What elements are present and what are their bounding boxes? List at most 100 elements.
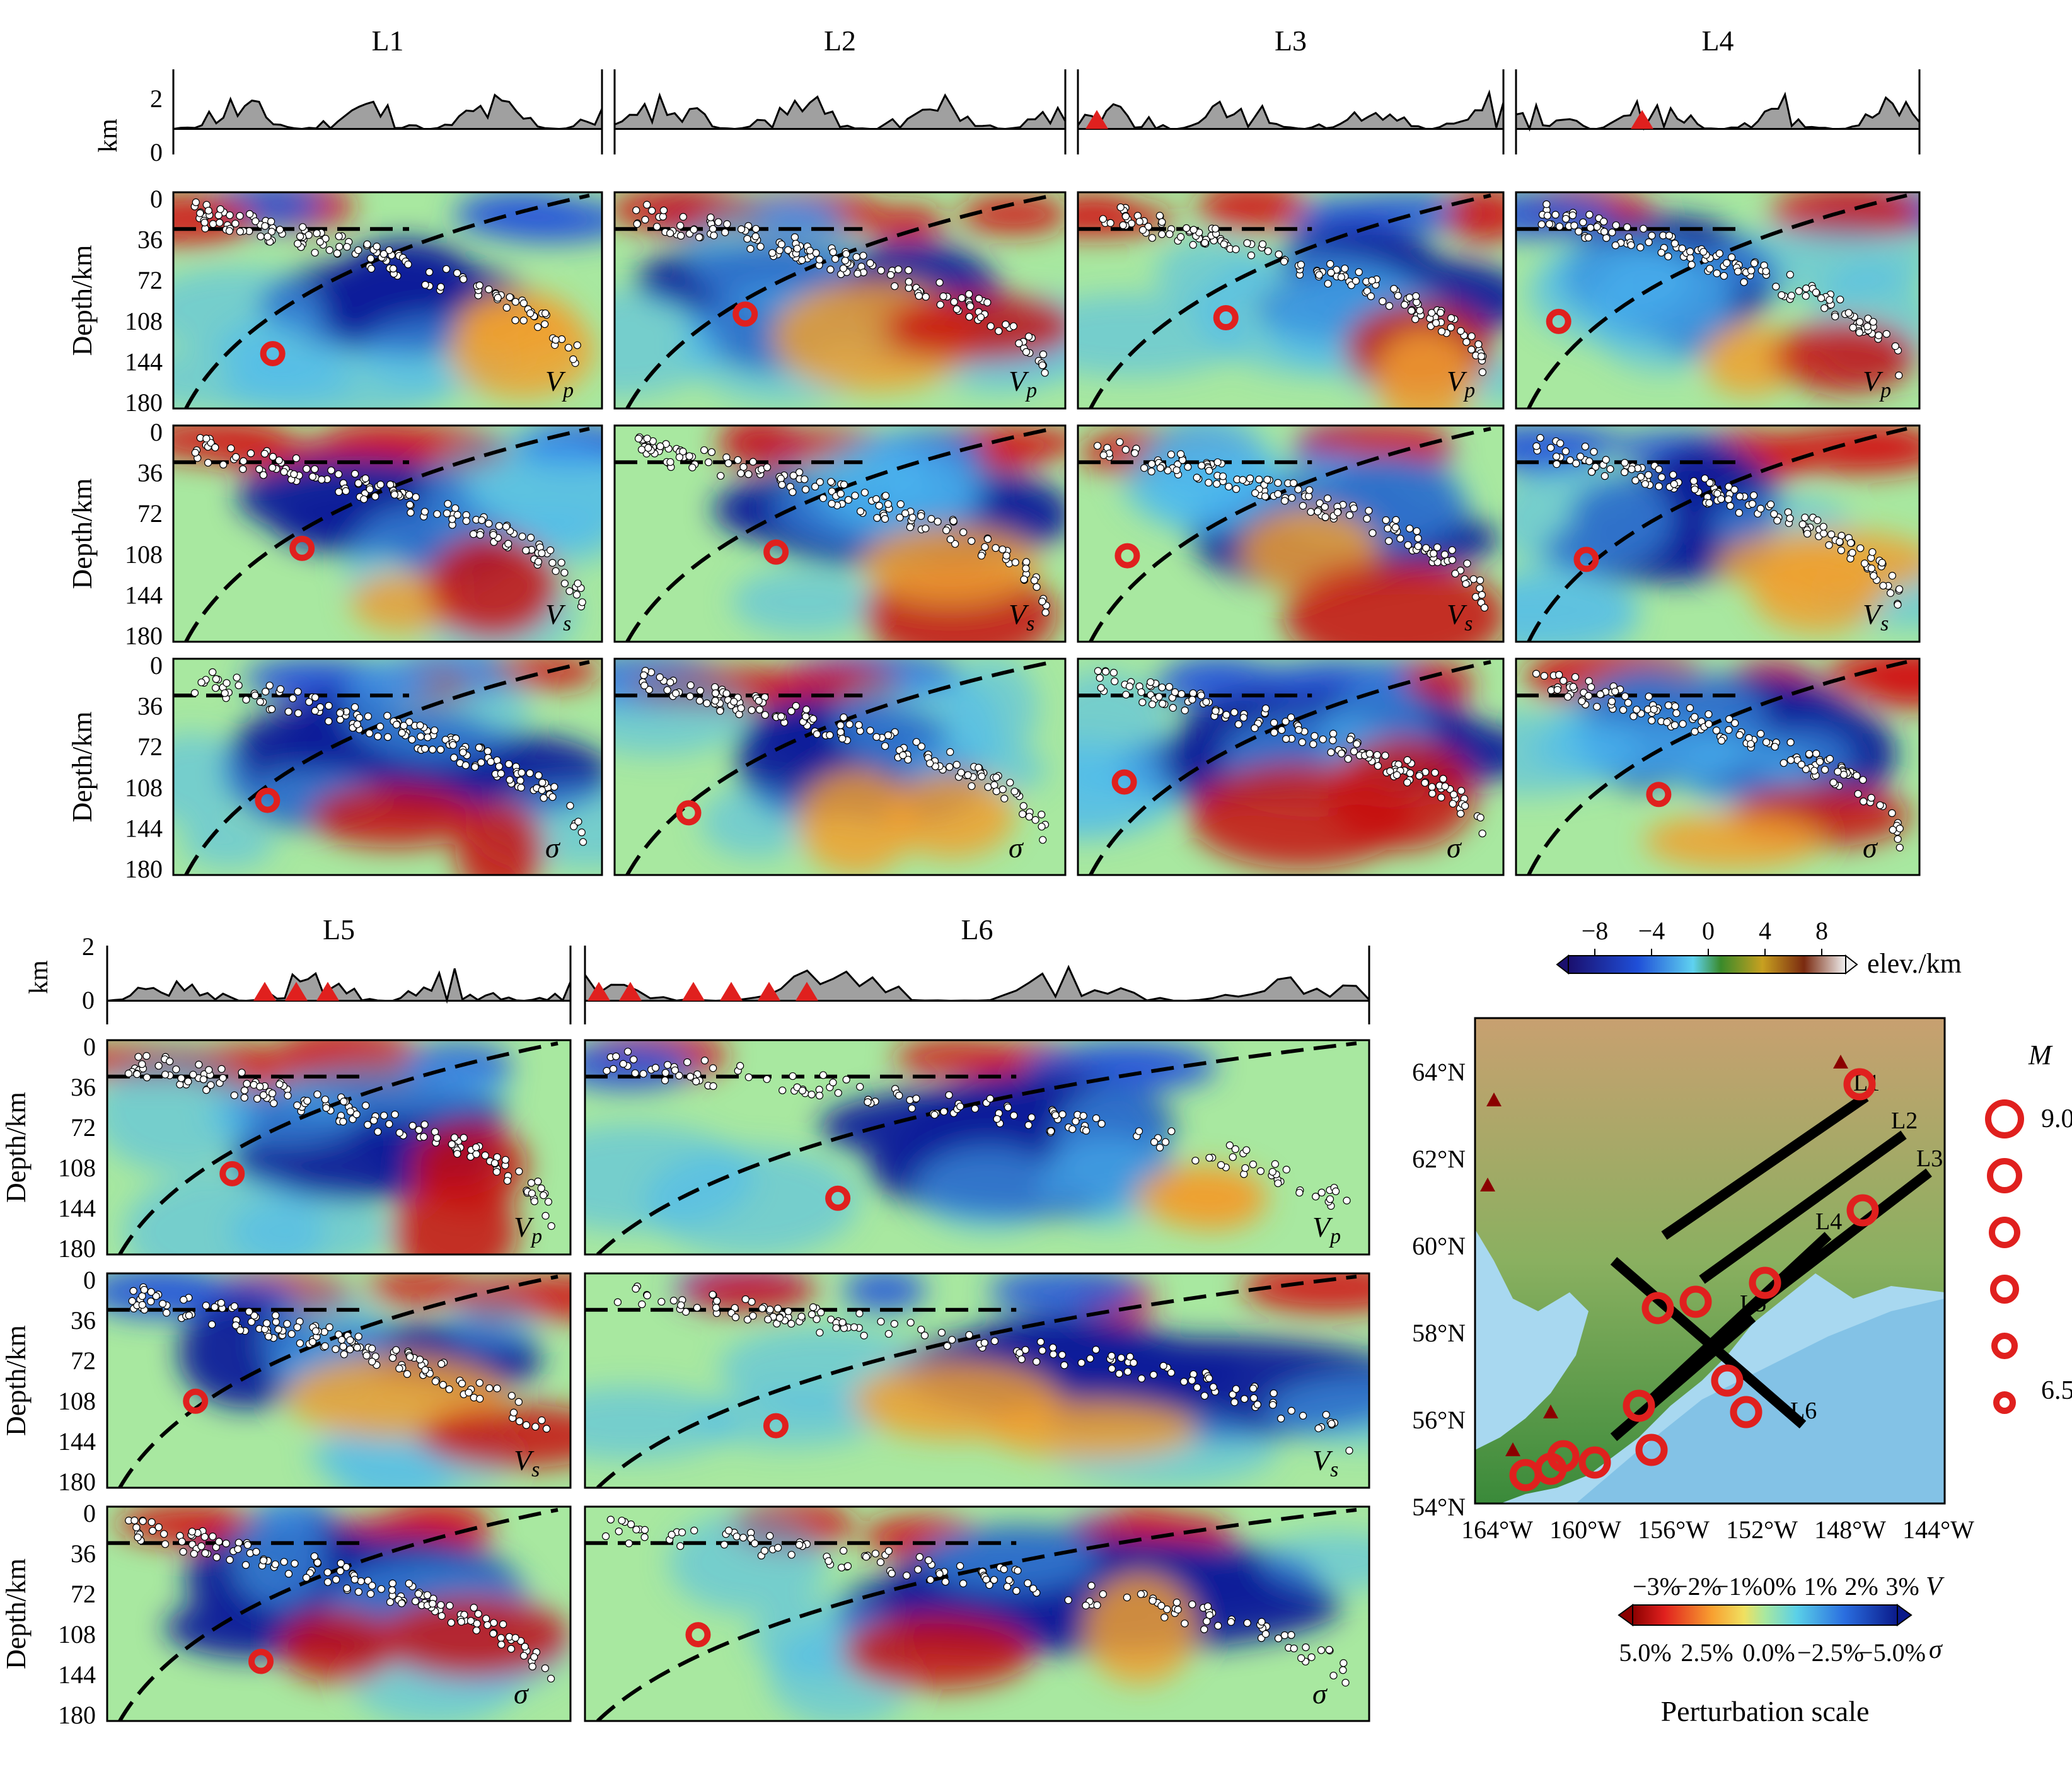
earthquake-point	[179, 1548, 187, 1556]
earthquake-point	[1024, 1121, 1033, 1129]
earthquake-point	[469, 530, 478, 538]
earthquake-point	[354, 246, 362, 254]
large-earthquake-marker	[260, 340, 286, 366]
earthquake-point	[246, 449, 255, 458]
panel-frame	[172, 191, 603, 410]
earthquake-point	[241, 1561, 250, 1569]
earthquake-point	[1181, 1619, 1189, 1628]
earthquake-point	[1691, 727, 1699, 736]
earthquake-point	[946, 748, 954, 756]
earthquake-point	[856, 507, 865, 516]
earthquake-point	[1600, 217, 1608, 226]
seismicity-points	[125, 1516, 555, 1683]
earthquake-point	[221, 689, 229, 697]
earthquake-point	[1188, 695, 1196, 704]
depth-axis-label: Depth/km	[1, 1092, 32, 1203]
earthquake-point	[837, 1563, 846, 1572]
seismicity-points	[1099, 203, 1487, 376]
earthquake-point	[1712, 726, 1721, 734]
earthquake-point	[756, 243, 765, 251]
earthquake-point	[416, 721, 424, 729]
earthquake-point	[924, 1556, 933, 1565]
earthquake-point	[403, 1370, 412, 1378]
earthquake-point	[547, 546, 555, 554]
earthquake-point	[1163, 1605, 1171, 1614]
earthquake-point	[1020, 575, 1028, 584]
earthquake-point	[420, 1120, 429, 1128]
earthquake-point	[231, 219, 240, 228]
earthquake-point	[272, 1311, 280, 1319]
perturbation-sigma-tick: −5.0%	[1859, 1638, 1926, 1667]
earthquake-point	[1002, 320, 1010, 328]
earthquake-point	[990, 781, 998, 789]
earthquake-point	[1431, 768, 1439, 777]
earthquake-point	[920, 1331, 929, 1340]
earthquake-point	[445, 1385, 453, 1393]
earthquake-point	[489, 1630, 497, 1638]
earthquake-point	[420, 1133, 428, 1141]
earthquake-point	[296, 1339, 304, 1347]
earthquake-point	[1428, 309, 1436, 317]
earthquake-point	[1836, 538, 1844, 546]
earthquake-point	[1621, 692, 1629, 700]
earthquake-point	[1780, 759, 1788, 767]
earthquake-point	[333, 249, 341, 257]
earthquake-point	[1839, 770, 1848, 779]
earthquake-point	[1278, 726, 1286, 734]
earthquake-point	[246, 210, 254, 218]
earthquake-point	[1374, 762, 1382, 770]
depth-tick: 180	[58, 1234, 96, 1263]
earthquake-point	[494, 294, 502, 302]
earthquake-point	[365, 729, 374, 738]
earthquake-point	[1138, 226, 1147, 234]
earthquake-point	[1031, 816, 1039, 824]
earthquake-point	[1325, 1645, 1333, 1654]
earthquake-point	[1058, 1110, 1067, 1118]
map-earthquake-marker	[1843, 1068, 1876, 1101]
earthquake-point	[703, 699, 711, 707]
earthquake-point	[1772, 282, 1780, 291]
earthquake-point	[1025, 813, 1033, 821]
earthquake-point	[256, 698, 264, 706]
earthquake-point	[138, 1060, 146, 1069]
earthquake-point	[411, 1597, 420, 1606]
earthquake-point	[514, 1398, 523, 1406]
magnitude-legend-circle	[1991, 1333, 2018, 1359]
earthquake-point	[1450, 791, 1458, 799]
earthquake-point	[299, 223, 307, 231]
large-earthquake-marker	[255, 787, 281, 813]
map-latitude-tick: 62°N	[1412, 1145, 1466, 1173]
earthquake-point	[570, 822, 578, 831]
earthquake-point	[1641, 480, 1649, 488]
earthquake-point	[677, 1301, 685, 1309]
earthquake-point	[263, 1319, 271, 1328]
earthquake-point	[645, 685, 653, 694]
earthquake-point	[637, 446, 646, 454]
earthquake-point	[448, 515, 456, 523]
earthquake-point	[1404, 541, 1412, 549]
velocity-anomalies	[585, 1273, 1369, 1486]
earthquake-point	[535, 771, 543, 780]
elevation-fill	[584, 965, 1370, 1002]
earthquake-point	[677, 231, 685, 240]
seismicity-points	[190, 198, 581, 368]
earthquake-point	[1148, 234, 1156, 242]
earthquake-point	[1831, 312, 1839, 321]
earthquake-point	[236, 228, 244, 236]
earthquake-point	[1725, 726, 1733, 734]
map-longitude-tick: 156°W	[1638, 1515, 1710, 1544]
earthquake-point	[294, 688, 302, 696]
earthquake-point	[1670, 480, 1678, 489]
earthquake-point	[836, 490, 845, 498]
earthquake-point	[457, 1618, 465, 1626]
earthquake-point	[1757, 729, 1765, 738]
earthquake-point	[1246, 474, 1254, 483]
earthquake-point	[231, 1321, 240, 1330]
earthquake-point	[709, 1082, 717, 1090]
earthquake-point	[211, 443, 219, 451]
earthquake-point	[619, 1060, 627, 1068]
earthquake-point	[965, 290, 973, 298]
earthquake-point	[690, 226, 698, 234]
large-earthquake-marker	[1213, 305, 1239, 331]
earthquake-point	[1326, 1195, 1334, 1203]
